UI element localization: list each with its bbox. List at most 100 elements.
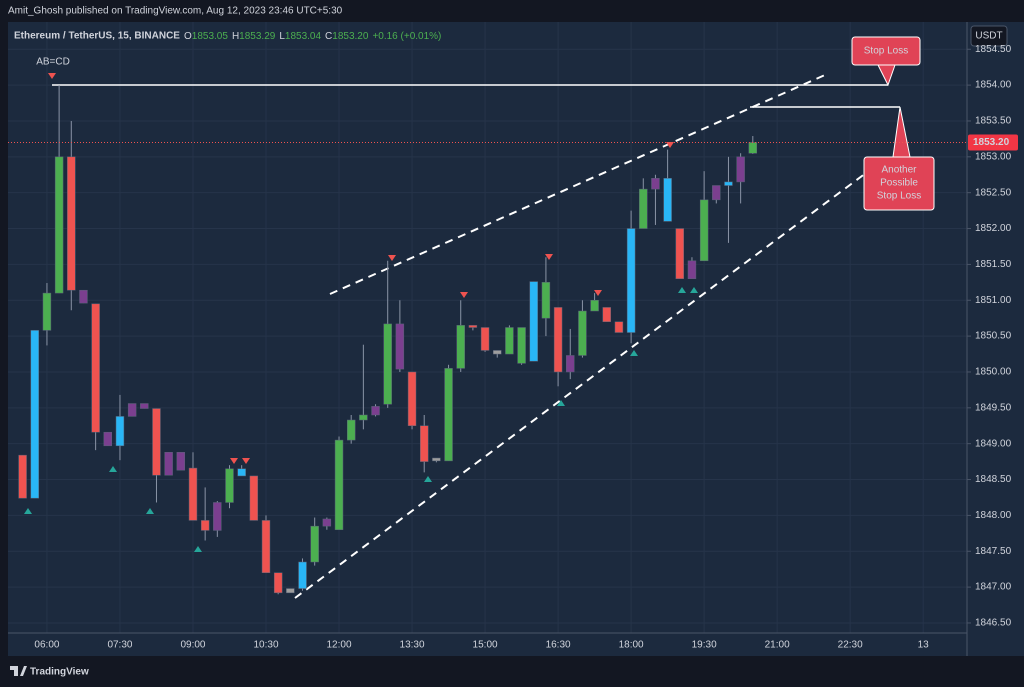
candle-body	[225, 468, 234, 503]
grid	[8, 22, 967, 633]
candle-body	[736, 156, 745, 183]
pivot-high	[388, 255, 396, 261]
candle-body	[505, 327, 514, 355]
candle-body	[432, 457, 441, 462]
pivot-low	[678, 287, 686, 293]
candle-body	[590, 299, 599, 312]
ohlc-value: 1853.04	[285, 31, 322, 42]
candle-body	[18, 454, 27, 499]
publisher: Amit_Ghosh published on TradingView.com,…	[8, 6, 343, 17]
candle-body	[407, 371, 417, 426]
candle-body	[687, 260, 697, 279]
candle-body	[42, 292, 52, 331]
time-axis	[8, 633, 967, 656]
candle-body	[261, 520, 271, 574]
candle-body	[541, 282, 551, 319]
candle-body	[152, 408, 161, 476]
candle-body	[566, 355, 575, 373]
ohlc-value: 1853.05	[192, 31, 229, 42]
x-tick-label: 18:00	[619, 640, 644, 651]
candle-body	[359, 414, 368, 421]
y-tick-label: 1853.00	[975, 151, 1012, 162]
candle-body	[334, 439, 344, 530]
alt-stop-loss-label: Another	[881, 165, 917, 176]
candle-body	[420, 425, 429, 462]
candle-body	[115, 416, 125, 447]
alt-stop-loss-label: Stop Loss	[877, 191, 921, 202]
y-tick-label: 1850.50	[975, 331, 1012, 342]
candle-body	[79, 289, 88, 304]
candle-body	[273, 572, 283, 594]
ohlc-value: 1853.29	[239, 31, 276, 42]
candle-body	[249, 475, 259, 521]
ohlc-key: L	[279, 31, 285, 42]
candle-body	[67, 156, 76, 291]
candle-body	[651, 178, 660, 190]
candle-body	[529, 281, 538, 362]
candle-body	[91, 303, 100, 433]
pivot-markers	[24, 73, 698, 552]
candle-body	[712, 185, 721, 201]
candle-body	[517, 327, 526, 364]
candle-body	[724, 181, 733, 186]
candle-body	[176, 452, 186, 471]
pivot-high	[666, 142, 674, 148]
candle-body	[371, 406, 380, 416]
y-tick-label: 1852.50	[975, 187, 1012, 198]
y-tick-label: 1846.50	[975, 618, 1012, 629]
pivot-high	[48, 73, 56, 79]
candle-body	[663, 178, 672, 222]
y-tick-label: 1851.50	[975, 259, 1012, 270]
candle-body	[480, 327, 490, 351]
candle-body	[748, 142, 758, 154]
candle-body	[346, 419, 356, 441]
pivot-high	[242, 458, 250, 464]
candle-body	[140, 403, 149, 409]
candle-body	[675, 228, 684, 279]
y-tick-label: 1854.00	[975, 80, 1012, 91]
candle-body	[383, 323, 392, 405]
alt-stop-loss-label: Possible	[880, 178, 918, 189]
y-tick-label: 1851.00	[975, 295, 1012, 306]
last-price-label: 1853.20	[973, 137, 1010, 148]
y-tick-label: 1848.50	[975, 474, 1012, 485]
candle-body	[456, 325, 465, 369]
candle-body	[237, 468, 246, 477]
pivot-low	[24, 508, 32, 514]
y-tick-label: 1849.50	[975, 402, 1012, 413]
y-tick-label: 1854.50	[975, 44, 1012, 55]
currency-box[interactable]	[970, 25, 1008, 47]
candle-body	[127, 403, 137, 417]
pivot-high	[460, 292, 468, 298]
candles	[18, 85, 758, 595]
y-tick-label: 1850.00	[975, 367, 1012, 378]
pivot-low	[109, 466, 117, 472]
x-tick-label: 21:00	[765, 640, 790, 651]
x-tick-label: 06:00	[34, 640, 59, 651]
change: +0.16 (+0.01%)	[372, 31, 441, 42]
stop-loss-label: Stop Loss	[864, 46, 908, 57]
candle-body	[395, 323, 405, 370]
candle-body	[444, 368, 453, 462]
x-tick-label: 13:30	[400, 640, 425, 651]
x-tick-label: 10:30	[253, 640, 278, 651]
lower-trendline	[294, 169, 871, 599]
currency[interactable]: USDT	[975, 31, 1002, 42]
ohlc-legend: O1853.05 H1853.29 L1853.04 C1853.20 +0.16 (+…	[184, 31, 441, 42]
callout-box	[863, 156, 935, 211]
pivot-low	[146, 508, 154, 514]
pivot-low	[630, 350, 638, 356]
pivot-low	[690, 287, 698, 293]
candle-body	[614, 321, 624, 333]
x-tick-label: 19:30	[692, 640, 717, 651]
candle-body	[699, 199, 709, 262]
candle-body	[493, 350, 502, 355]
y-tick-label: 1848.00	[975, 510, 1012, 521]
candle-body	[298, 561, 307, 589]
candle-body	[30, 330, 39, 499]
drawings: Stop Loss Another Possible Stop Loss AB=…	[36, 36, 935, 599]
ohlc-key: H	[232, 31, 239, 42]
candle-body	[322, 518, 332, 527]
